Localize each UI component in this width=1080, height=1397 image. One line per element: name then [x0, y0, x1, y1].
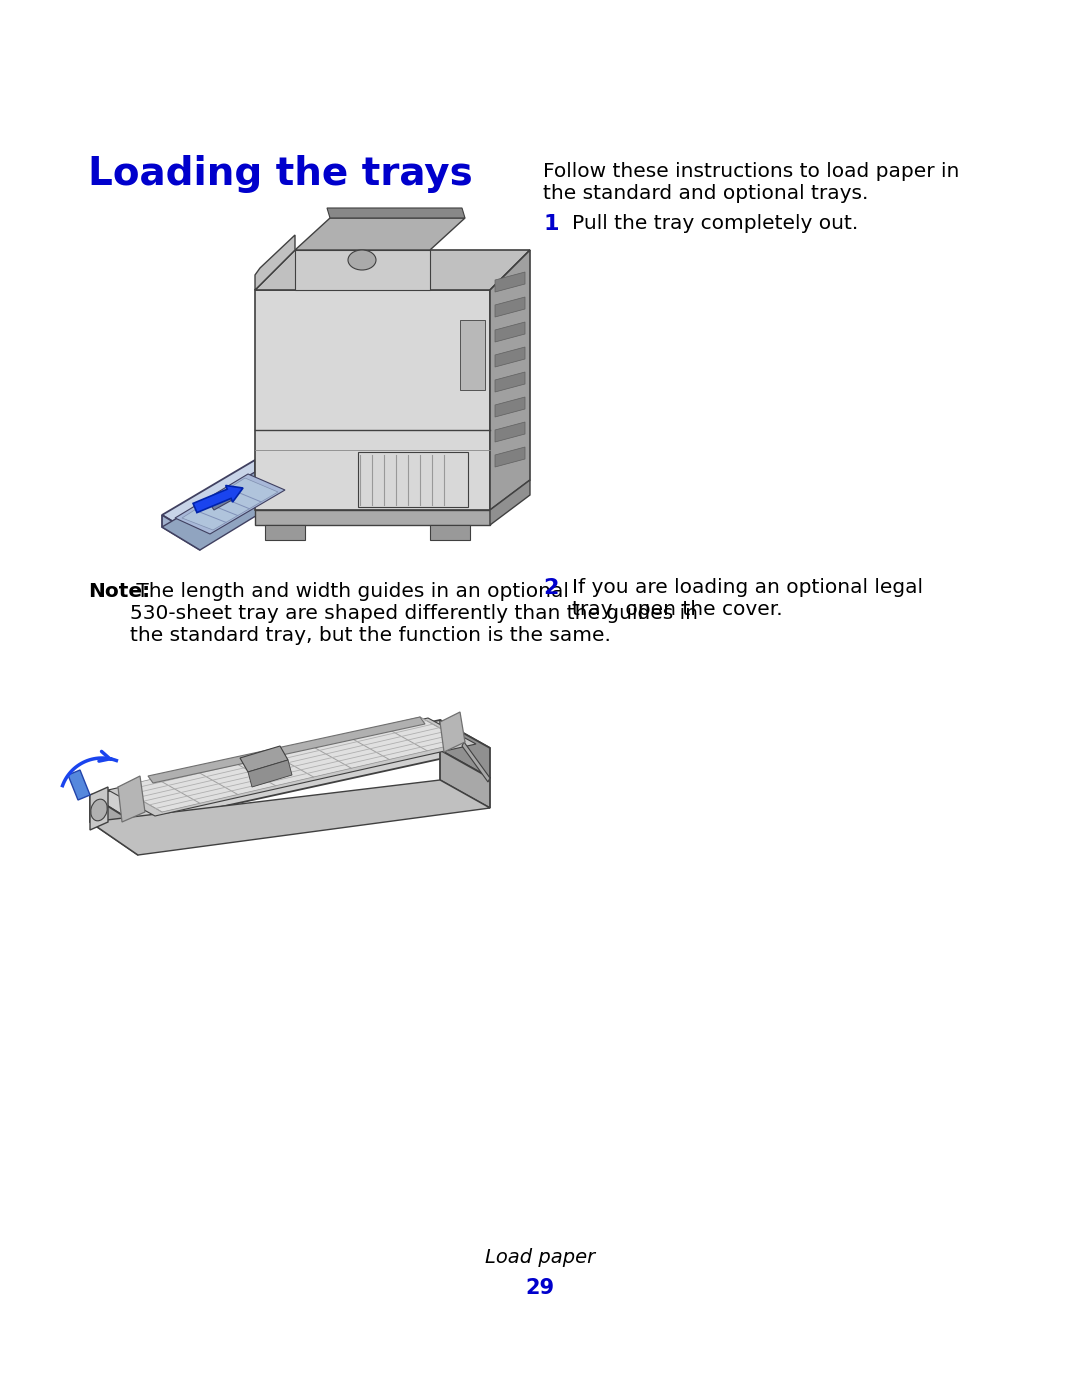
FancyArrow shape — [193, 486, 243, 513]
Polygon shape — [495, 372, 525, 393]
Polygon shape — [495, 346, 525, 367]
Polygon shape — [495, 397, 525, 416]
Polygon shape — [495, 447, 525, 467]
Polygon shape — [118, 717, 465, 812]
Polygon shape — [495, 321, 525, 342]
Polygon shape — [440, 719, 490, 778]
Polygon shape — [255, 250, 530, 291]
Polygon shape — [440, 750, 490, 807]
Polygon shape — [118, 775, 145, 821]
Polygon shape — [90, 780, 490, 855]
Text: the standard and optional trays.: the standard and optional trays. — [543, 184, 868, 203]
Polygon shape — [490, 250, 530, 510]
Polygon shape — [108, 718, 476, 816]
Polygon shape — [240, 746, 288, 773]
Bar — [460, 320, 485, 390]
Polygon shape — [90, 719, 490, 826]
Polygon shape — [162, 460, 295, 538]
Polygon shape — [248, 760, 292, 787]
Polygon shape — [162, 472, 295, 550]
Polygon shape — [175, 474, 285, 534]
Ellipse shape — [91, 799, 107, 821]
Polygon shape — [210, 495, 232, 510]
Polygon shape — [255, 235, 295, 291]
Text: The length and width guides in an optional
530-sheet tray are shaped differently: The length and width guides in an option… — [130, 583, 698, 645]
Text: Load paper: Load paper — [485, 1248, 595, 1267]
Polygon shape — [255, 510, 490, 525]
Polygon shape — [327, 208, 465, 218]
Text: 2: 2 — [543, 578, 558, 598]
Polygon shape — [162, 515, 200, 550]
Text: 29: 29 — [526, 1278, 554, 1298]
Polygon shape — [295, 218, 465, 250]
Text: Follow these instructions to load paper in: Follow these instructions to load paper … — [543, 162, 959, 182]
Ellipse shape — [348, 250, 376, 270]
Polygon shape — [490, 481, 530, 525]
Polygon shape — [90, 787, 108, 830]
Text: Pull the tray completely out.: Pull the tray completely out. — [572, 214, 859, 233]
Polygon shape — [90, 795, 138, 855]
Polygon shape — [183, 478, 278, 529]
Text: Loading the trays: Loading the trays — [87, 155, 473, 193]
Polygon shape — [440, 712, 465, 752]
Bar — [265, 525, 305, 541]
Bar — [357, 453, 468, 507]
Polygon shape — [495, 298, 525, 317]
Bar — [430, 525, 470, 541]
Polygon shape — [255, 460, 295, 492]
Polygon shape — [295, 250, 430, 291]
Polygon shape — [68, 770, 90, 800]
Polygon shape — [495, 422, 525, 441]
Polygon shape — [462, 742, 490, 782]
Text: Note:: Note: — [87, 583, 150, 601]
Text: 1: 1 — [543, 214, 558, 235]
Polygon shape — [148, 717, 426, 782]
Polygon shape — [495, 272, 525, 292]
Text: If you are loading an optional legal
tray, open the cover.: If you are loading an optional legal tra… — [572, 578, 923, 619]
Polygon shape — [255, 291, 490, 510]
